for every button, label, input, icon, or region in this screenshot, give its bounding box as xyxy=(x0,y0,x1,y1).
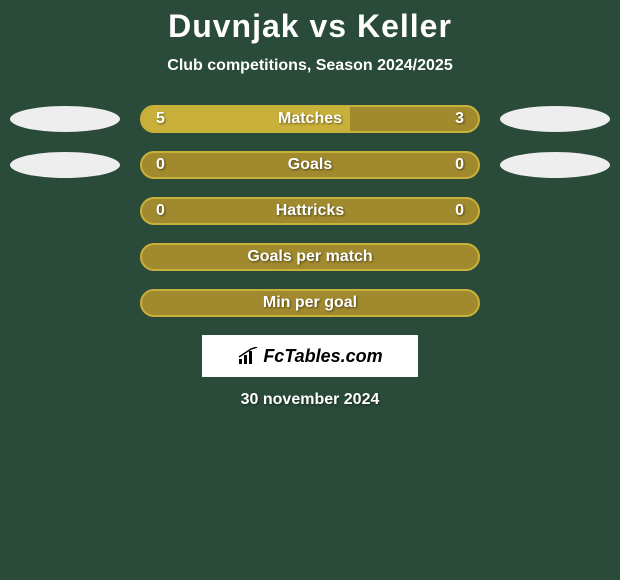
page-subtitle: Club competitions, Season 2024/2025 xyxy=(0,57,620,75)
main-container: Duvnjak vs Keller Club competitions, Sea… xyxy=(0,0,620,409)
stat-value-right: 0 xyxy=(455,156,464,174)
player-right-marker xyxy=(500,152,610,178)
stat-bar: 0 Hattricks 0 xyxy=(140,197,480,225)
comparison-row: 5 Matches 3 xyxy=(0,105,620,133)
stat-label: Min per goal xyxy=(263,294,357,312)
stat-label: Goals per match xyxy=(247,248,372,266)
stat-bar: Goals per match xyxy=(140,243,480,271)
stat-label: Goals xyxy=(288,156,332,174)
player-left-marker xyxy=(10,152,120,178)
comparison-row: Min per goal xyxy=(0,289,620,317)
comparison-row: Goals per match xyxy=(0,243,620,271)
page-title: Duvnjak vs Keller xyxy=(0,8,620,45)
comparison-rows: 5 Matches 3 0 Goals 0 0 Hattricks 0 Goals per mat… xyxy=(0,105,620,317)
stat-bar: 5 Matches 3 xyxy=(140,105,480,133)
player-left-marker xyxy=(10,106,120,132)
stat-bar: Min per goal xyxy=(140,289,480,317)
date-text: 30 november 2024 xyxy=(0,391,620,409)
stat-value-left: 5 xyxy=(156,110,165,128)
logo-box[interactable]: FcTables.com xyxy=(202,335,418,377)
comparison-row: 0 Hattricks 0 xyxy=(0,197,620,225)
logo-text: FcTables.com xyxy=(263,346,382,367)
stat-value-left: 0 xyxy=(156,202,165,220)
stat-label: Matches xyxy=(278,110,342,128)
stat-bar: 0 Goals 0 xyxy=(140,151,480,179)
chart-icon xyxy=(237,347,259,365)
stat-value-right: 3 xyxy=(455,110,464,128)
stat-label: Hattricks xyxy=(276,202,344,220)
player-right-marker xyxy=(500,106,610,132)
stat-value-left: 0 xyxy=(156,156,165,174)
stat-value-right: 0 xyxy=(455,202,464,220)
comparison-row: 0 Goals 0 xyxy=(0,151,620,179)
